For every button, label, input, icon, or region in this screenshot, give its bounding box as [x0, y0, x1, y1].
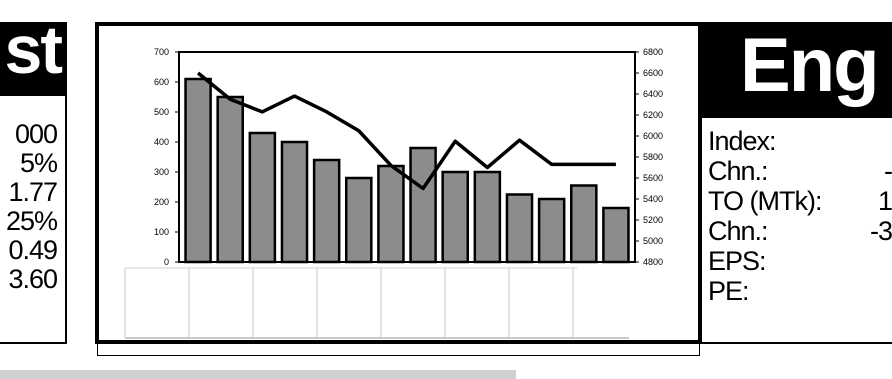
stat-label: Chn.: — [708, 156, 769, 186]
left-values-list: 000 5% 1.77 25% 0.49 3.60 — [5, 119, 58, 294]
stat-row-pe: PE: — [708, 276, 892, 306]
right-panel-title: Eng — [740, 26, 880, 108]
stat-value: - — [884, 156, 892, 186]
bar — [312, 158, 341, 264]
right-panel-header: Eng — [702, 26, 892, 118]
y2-axis-tick-label: 6400 — [643, 89, 663, 99]
stat-row-change: Chn.: - — [708, 156, 892, 186]
stat-value: -3 — [869, 216, 892, 246]
y2-axis-tick-label: 4800 — [643, 257, 663, 267]
right-stats-rows: Index: Chn.: - TO (MTk): 1 Chn.: -3 EPS:… — [708, 126, 892, 306]
y-axis-tick-label: 200 — [154, 197, 169, 207]
y-axis-tick-label: 0 — [164, 257, 169, 267]
y2-axis-tick-label: 5200 — [643, 215, 663, 225]
chart-bottom-rule — [97, 344, 700, 356]
left-value: 1.77 — [8, 177, 58, 207]
stat-label: TO (MTk): — [708, 186, 822, 216]
y-axis-tick-label: 400 — [154, 137, 169, 147]
bar — [345, 176, 373, 264]
y-axis-tick-label: 600 — [154, 77, 169, 87]
chart-frame: 0 100 200 300 400 500 600 700 4800 5000 5200 5400 56… — [95, 22, 702, 344]
index-line — [196, 71, 616, 191]
stat-label: EPS: — [708, 246, 767, 276]
stat-row-eps: EPS: — [708, 246, 892, 276]
left-value: 25% — [5, 206, 58, 236]
y2-axis-tick-label: 5600 — [643, 173, 663, 183]
y2-axis-tick-label: 5000 — [643, 236, 663, 246]
bar — [280, 140, 309, 264]
y2-axis-tick-label: 6200 — [643, 110, 663, 120]
y-axis-tick-label: 500 — [154, 107, 169, 117]
y2-axis-tick-label: 6000 — [643, 131, 663, 141]
left-panel-header: st — [0, 22, 65, 96]
bar — [248, 131, 277, 264]
y-axis-tick-label: 100 — [154, 227, 169, 237]
y2-axis-tick-label: 5800 — [643, 152, 663, 162]
right-stats-panel: Eng Index: Chn.: - TO (MTk): 1 Chn.: -3 … — [702, 22, 892, 344]
stat-row-index: Index: — [708, 126, 892, 156]
stat-label: Index: — [708, 126, 777, 156]
left-value: 0.49 — [8, 235, 58, 265]
left-value: 5% — [19, 148, 58, 178]
bar — [409, 146, 437, 264]
bar — [570, 184, 598, 264]
stat-label: PE: — [708, 276, 750, 306]
left-value: 000 — [14, 119, 58, 149]
left-panel-title: st — [4, 22, 63, 88]
stat-value: 1 — [877, 186, 892, 216]
plot-area-border — [178, 51, 636, 263]
y-axis-tick-label: 300 — [154, 167, 169, 177]
y2-axis-tick-label: 6800 — [643, 47, 663, 57]
stat-row-turnover: TO (MTk): 1 — [708, 186, 892, 216]
bar — [505, 193, 534, 264]
left-stats-panel: st 000 5% 1.77 25% 0.49 3.60 — [0, 22, 67, 344]
y2-axis-tick-label: 5400 — [643, 194, 663, 204]
bar — [184, 77, 212, 264]
bar — [602, 206, 630, 264]
left-value: 3.60 — [8, 264, 58, 294]
stat-row-turnover-change: Chn.: -3 — [708, 216, 892, 246]
combo-chart: 0 100 200 300 400 500 600 700 4800 5000 5200 5400 56… — [124, 47, 663, 339]
bar — [473, 170, 502, 264]
bar — [216, 95, 245, 264]
bar — [377, 164, 405, 264]
horizontal-scrollbar[interactable] — [0, 370, 516, 379]
bar — [441, 170, 469, 264]
y-axis-tick-label: 700 — [154, 47, 169, 57]
stat-label: Chn.: — [708, 216, 769, 246]
bar — [537, 197, 566, 264]
y2-axis-tick-label: 6600 — [643, 68, 663, 78]
